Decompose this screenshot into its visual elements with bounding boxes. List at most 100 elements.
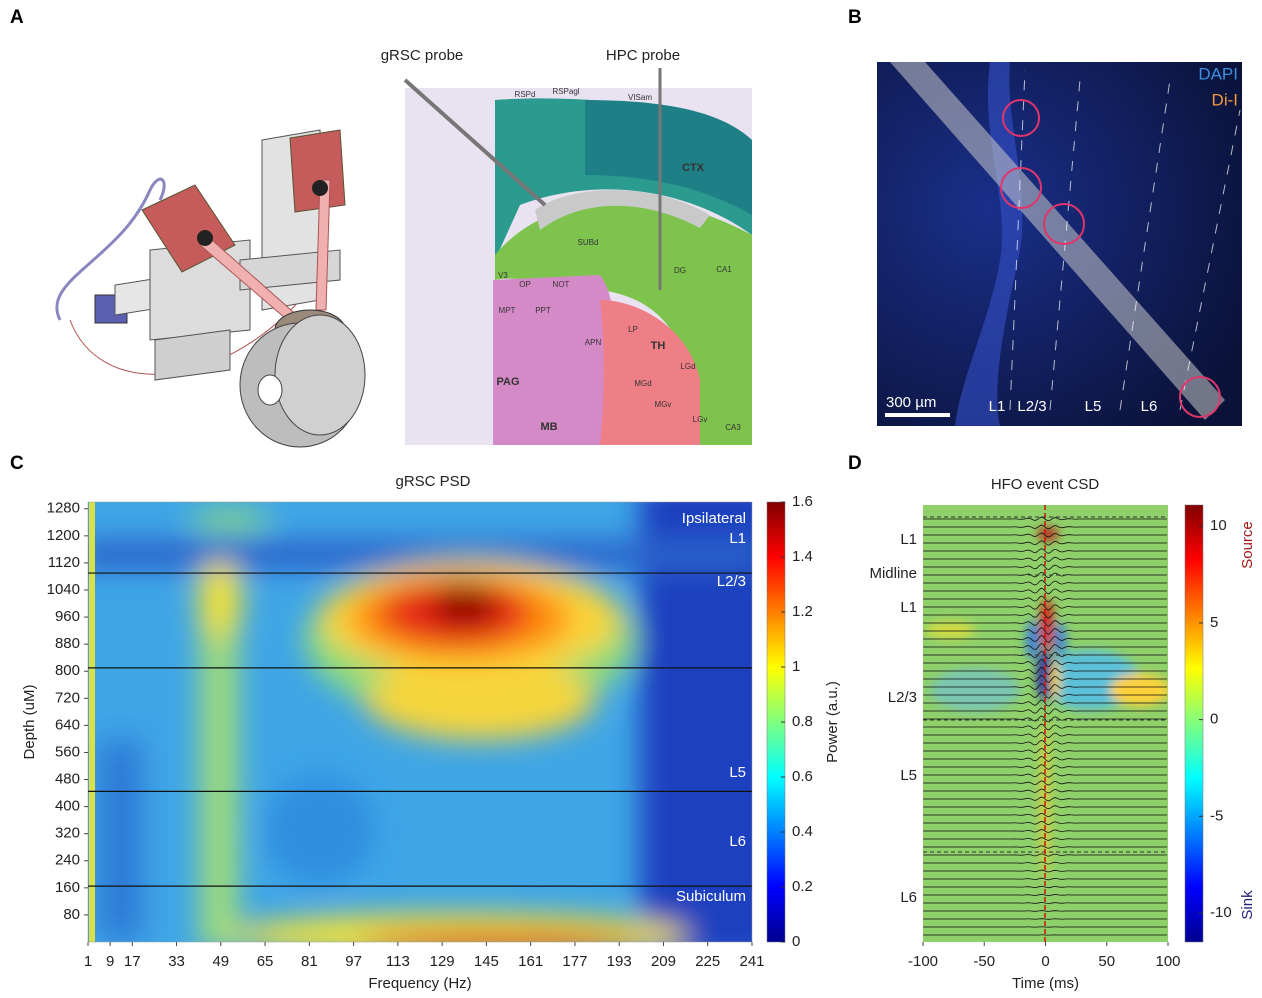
y-tick-label: 320 [55, 825, 80, 842]
trace [923, 919, 1167, 920]
x-tick-label: 177 [562, 953, 587, 970]
atlas-label: MPT [499, 306, 516, 315]
region-label: Ipsilateral [682, 510, 746, 527]
trace [923, 911, 1167, 912]
layer-label: L6 [1141, 398, 1158, 415]
csd-blob [925, 622, 975, 638]
knob [197, 230, 213, 246]
csd-blob [1038, 528, 1058, 540]
y-tick-label: 480 [55, 771, 80, 788]
rig-schematic [57, 130, 365, 447]
colorbar-tick-label: 1.4 [792, 548, 813, 565]
heatmap-blob [433, 583, 497, 627]
colorbar-tick-label: 0.4 [792, 823, 813, 840]
x-tick-label: 1 [84, 953, 92, 970]
atlas-label: MGd [634, 379, 651, 388]
x-tick-label: 129 [430, 953, 455, 970]
knob [312, 180, 328, 196]
x-tick-label: 97 [345, 953, 362, 970]
x-tick-label: 145 [474, 953, 499, 970]
x-axis-label: Frequency (Hz) [368, 975, 471, 992]
colorbar-tick-label: 10 [1210, 517, 1227, 534]
panel-letter: C [10, 453, 24, 474]
figure: A B C D gRSC probe HPC probe RSPd [0, 0, 1262, 998]
x-tick-label: 209 [651, 953, 676, 970]
x-tick-label: 50 [1098, 953, 1115, 970]
colorbar-end-label: Sink [1239, 890, 1256, 920]
x-tick-label: 100 [1155, 953, 1180, 970]
colorbar-tick-label: 0.2 [792, 878, 813, 895]
y-tick-label: 560 [55, 743, 80, 760]
wheel-hole [258, 375, 282, 405]
colorbar-tick-label: 0.6 [792, 768, 813, 785]
stain-label: Di-I [1212, 90, 1238, 109]
atlas-label: DG [674, 266, 686, 275]
probe-label: HPC probe [606, 47, 680, 64]
region-label: L1 [729, 530, 746, 547]
colorbar-tick-label: 1 [792, 658, 800, 675]
x-tick-label: 225 [695, 953, 720, 970]
csd-blob [1041, 599, 1053, 651]
y-tick-label: 400 [55, 798, 80, 815]
layer-label: L2/3 [888, 689, 917, 706]
x-tick-label: -100 [908, 953, 938, 970]
panel-letter: B [848, 7, 862, 28]
layer-label: L1 [900, 599, 917, 616]
atlas-label: LP [628, 325, 638, 334]
atlas-label: CTX [682, 162, 705, 174]
x-tick-label: 65 [257, 953, 274, 970]
histology [877, 62, 1242, 426]
heatmap-blob [190, 510, 270, 530]
panel-letter: D [848, 453, 862, 474]
panel-letter: A [10, 7, 24, 28]
colorbar-tick-label: 0 [792, 933, 800, 950]
region-label: L6 [729, 833, 746, 850]
atlas [405, 68, 752, 445]
colorbar-end-label: Source [1239, 521, 1256, 569]
x-tick-label: 241 [739, 953, 764, 970]
midbrain [493, 275, 614, 445]
y-tick-label: 1040 [47, 581, 80, 598]
atlas-label: PAG [496, 376, 519, 388]
x-tick-label: 9 [106, 953, 114, 970]
y-tick-label: 640 [55, 716, 80, 733]
layer-label: L1 [989, 398, 1006, 415]
page: { "panel_labels": ["A", "B", "C", "D"], … [0, 0, 1262, 998]
wheel [275, 315, 365, 435]
layer-label: L5 [1085, 398, 1102, 415]
chart-title: gRSC PSD [395, 473, 470, 490]
layer-label: L2/3 [1017, 398, 1046, 415]
csd-field [923, 505, 1170, 942]
x-axis-label: Time (ms) [1012, 975, 1079, 992]
y-tick-label: 1280 [47, 500, 80, 517]
atlas-label: PPT [535, 306, 551, 315]
atlas-label: TH [651, 340, 666, 352]
x-tick-label: 17 [124, 953, 141, 970]
atlas-label: LGd [680, 362, 695, 371]
chart-title: HFO event CSD [991, 476, 1100, 493]
y-tick-label: 1120 [48, 554, 80, 571]
atlas-label: RSPd [515, 90, 536, 99]
atlas-label: LGv [693, 415, 708, 424]
region-label: Subiculum [676, 888, 746, 905]
x-tick-label: 0 [1041, 953, 1049, 970]
colorbar-tick-label: -5 [1210, 807, 1223, 824]
x-tick-label: 81 [301, 953, 318, 970]
x-tick-label: -50 [973, 953, 995, 970]
trace [923, 903, 1167, 904]
csd-blob [930, 668, 1020, 712]
y-axis-label: Depth (uM) [21, 684, 38, 759]
atlas-label: NOT [553, 280, 570, 289]
colorbar-tick-label: 1.6 [792, 493, 813, 510]
atlas-label: V3 [498, 271, 508, 280]
stain-label: DAPI [1198, 64, 1238, 83]
y-tick-label: 240 [55, 852, 80, 869]
y-tick-label: 1200 [47, 527, 80, 544]
x-tick-label: 49 [212, 953, 229, 970]
x-tick-label: 113 [386, 953, 410, 970]
scale-label: 300 µm [886, 394, 936, 411]
heatmap-blob [98, 740, 143, 940]
atlas-label: CA3 [725, 423, 741, 432]
colorbar-tick-label: 0 [1210, 711, 1218, 728]
atlas-label: MB [540, 421, 557, 433]
